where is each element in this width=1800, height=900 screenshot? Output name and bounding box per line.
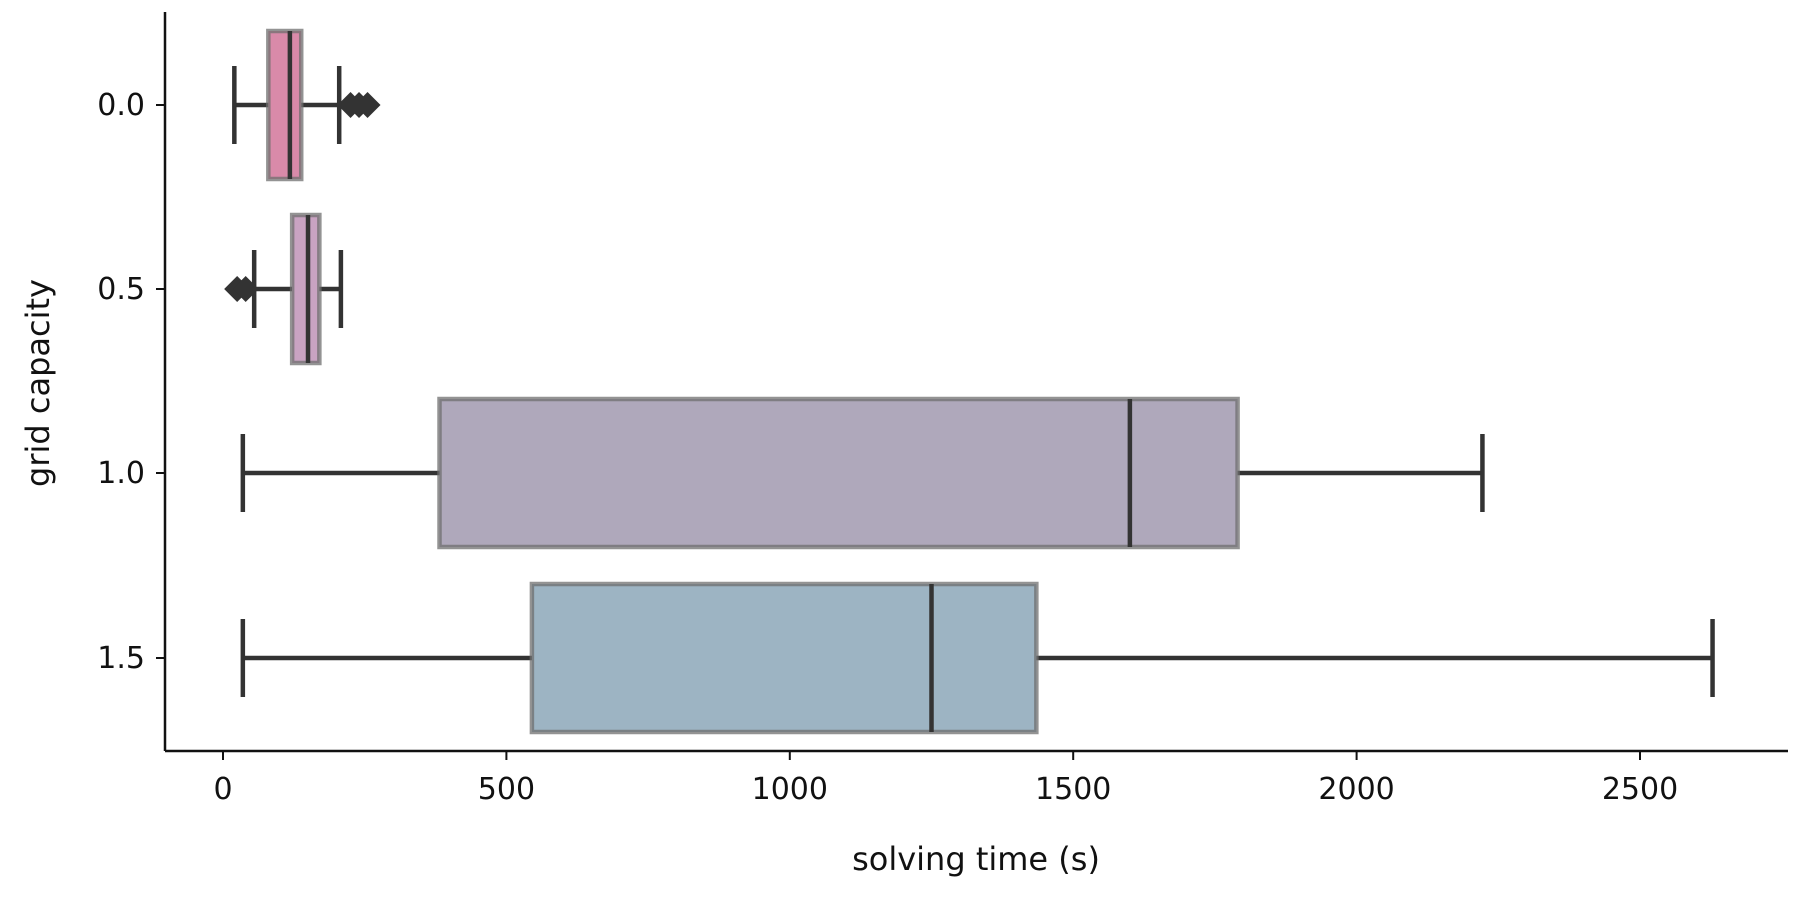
box-iqr bbox=[437, 396, 1240, 550]
y-tick-label: 0.0 bbox=[97, 88, 145, 123]
box-iqr bbox=[529, 581, 1039, 735]
y-ticks: 0.0 0.5 1.0 1.5 bbox=[97, 88, 165, 676]
x-tick-label: 1000 bbox=[752, 772, 828, 807]
box-group-0.0 bbox=[232, 28, 381, 182]
x-tick-label: 0 bbox=[213, 772, 232, 807]
x-tick-label: 1500 bbox=[1035, 772, 1111, 807]
x-axis-label: solving time (s) bbox=[852, 840, 1100, 878]
box-iqr bbox=[289, 212, 322, 366]
x-tick-label: 500 bbox=[478, 772, 535, 807]
y-axis-label: grid capacity bbox=[19, 279, 57, 487]
outlier-point bbox=[354, 92, 381, 118]
y-tick-label: 1.0 bbox=[97, 456, 145, 491]
y-tick-label: 0.5 bbox=[97, 272, 145, 307]
boxes-layer bbox=[224, 28, 1715, 735]
box-group-1.0 bbox=[240, 396, 1485, 550]
x-tick-label: 2000 bbox=[1318, 772, 1394, 807]
x-tick-label: 2500 bbox=[1602, 772, 1678, 807]
y-tick-label: 1.5 bbox=[97, 641, 145, 676]
box-group-1.5 bbox=[240, 581, 1715, 735]
box-iqr bbox=[266, 28, 304, 182]
box-group-0.5 bbox=[224, 212, 344, 366]
x-ticks: 0 500 1000 1500 2000 2500 bbox=[213, 751, 1678, 807]
outlier-point bbox=[232, 276, 259, 302]
